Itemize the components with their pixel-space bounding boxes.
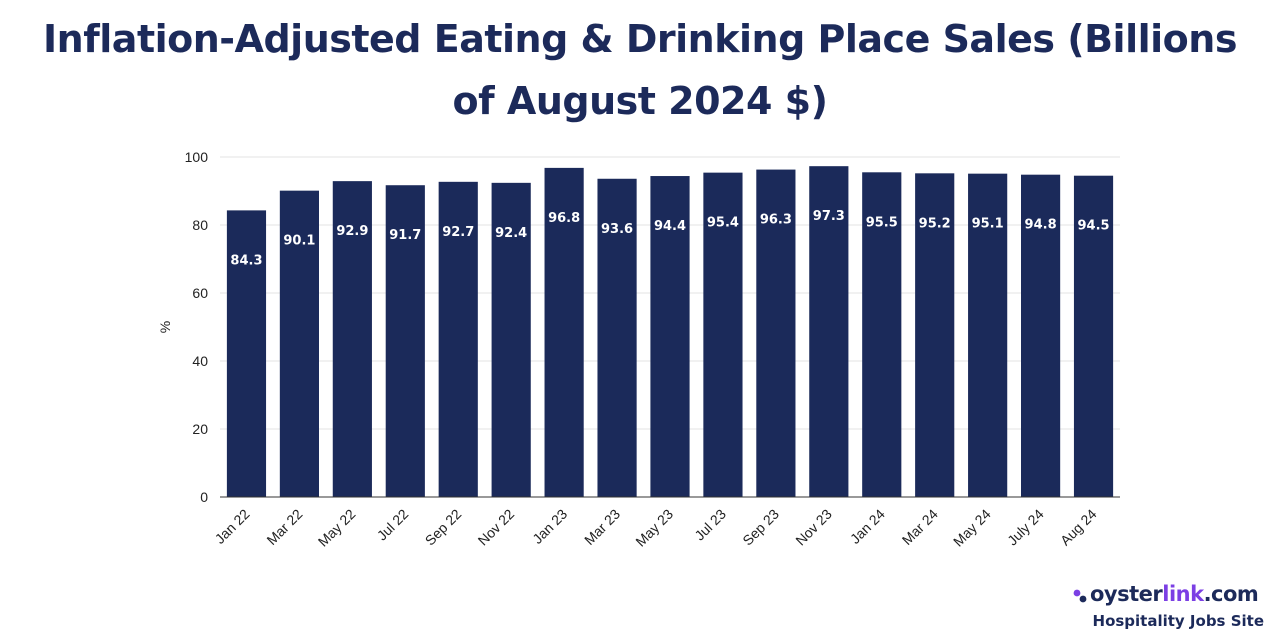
- x-tick-label: Mar 24: [899, 506, 941, 548]
- bar: [438, 181, 478, 497]
- bar-value-label: 94.5: [1077, 219, 1109, 234]
- bar: [544, 167, 584, 497]
- bar-value-label: 92.9: [336, 224, 368, 239]
- y-tick-label: 20: [192, 421, 208, 437]
- bar-value-label: 94.8: [1025, 218, 1057, 233]
- x-tick-label: Aug 24: [1057, 506, 1100, 549]
- bar: [703, 172, 743, 497]
- oyster-logo-icon: [1073, 589, 1087, 603]
- logo-tagline: Hospitality Jobs Site: [1092, 612, 1264, 630]
- x-tick-label: May 24: [950, 506, 994, 550]
- bar: [862, 172, 902, 498]
- x-tick-label: Sep 22: [422, 506, 465, 549]
- bar: [491, 182, 531, 497]
- y-tick-label: 100: [185, 149, 209, 165]
- bar: [968, 173, 1008, 497]
- y-axis-label: %: [157, 321, 173, 333]
- y-tick-label: 40: [192, 353, 208, 369]
- bar: [809, 166, 849, 497]
- bar-value-label: 96.8: [548, 211, 580, 226]
- x-tick-label: May 22: [315, 506, 359, 550]
- bar: [1021, 174, 1061, 497]
- bar-value-label: 84.3: [230, 253, 262, 268]
- bar-value-label: 92.7: [442, 225, 474, 240]
- x-tick-label: Jan 23: [529, 506, 570, 547]
- x-tick-label: Mar 23: [581, 506, 623, 548]
- bar: [332, 181, 372, 497]
- x-axis-ticks: Jan 22 Mar 22 May 22 Jul 22 Sep 22 Nov 22 Jan …: [212, 506, 1100, 550]
- bar: [756, 169, 796, 497]
- bar-value-label: 95.1: [972, 217, 1004, 232]
- x-tick-label: May 23: [632, 506, 676, 550]
- bar-value-label: 97.3: [813, 209, 845, 224]
- bar: [226, 210, 267, 497]
- x-tick-label: Jan 22: [212, 506, 253, 547]
- y-tick-label: 60: [192, 285, 208, 301]
- y-tick-label: 80: [192, 217, 208, 233]
- y-axis-ticks: 0 20 40 60 80 100: [185, 149, 209, 505]
- bar: [279, 190, 319, 497]
- x-tick-label: Nov 22: [475, 506, 518, 549]
- logo-wordmark: oysterlink.com: [1090, 582, 1259, 606]
- x-tick-label: July 24: [1004, 506, 1047, 549]
- bar-value-label: 96.3: [760, 213, 792, 228]
- bar-value-label: 90.1: [283, 234, 315, 249]
- bar: [1073, 175, 1114, 497]
- bar-value-label: 91.7: [389, 228, 421, 243]
- x-tick-label: Sep 23: [739, 506, 782, 549]
- bar-value-label: 93.6: [601, 222, 633, 237]
- bar-value-label: 95.4: [707, 216, 739, 231]
- bar-value-label: 95.5: [866, 215, 898, 230]
- bar-value-label: 95.2: [919, 216, 951, 231]
- x-tick-label: Jan 24: [847, 506, 888, 547]
- bar-chart: 0 20 40 60 80 100 84.3 90.1 92.9 91.7 92.7 92.4 96.…: [157, 149, 1120, 550]
- x-tick-label: Jul 23: [691, 506, 729, 544]
- bars: 84.3 90.1 92.9 91.7 92.7 92.4 96.8 93.6 94.4 95.4…: [226, 166, 1114, 498]
- bar: [385, 185, 425, 497]
- bar: [650, 176, 690, 498]
- bar: [597, 178, 637, 497]
- bar: [915, 173, 955, 497]
- x-tick-label: Jul 22: [374, 506, 412, 544]
- bar-value-label: 94.4: [654, 219, 686, 234]
- oysterlink-logo: oysterlink.com Hospitality Jobs Site: [1072, 580, 1272, 636]
- chart-title: Inflation-Adjusted Eating & Drinking Pla…: [43, 17, 1237, 123]
- y-tick-label: 0: [200, 489, 208, 505]
- bar-value-label: 92.4: [495, 226, 527, 241]
- x-tick-label: Nov 23: [792, 506, 835, 549]
- x-tick-label: Mar 22: [263, 506, 305, 548]
